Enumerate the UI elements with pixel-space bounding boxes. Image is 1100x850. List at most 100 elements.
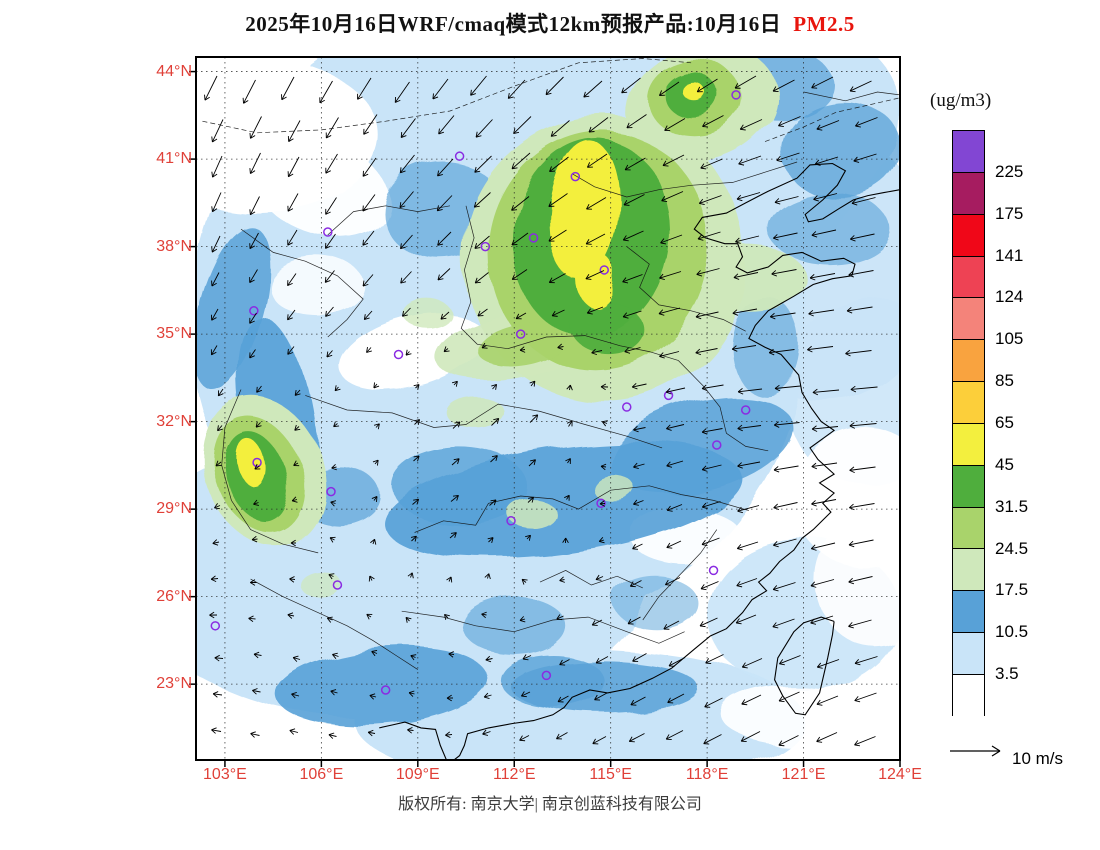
- wind-arrow: [491, 383, 498, 390]
- wind-arrow: [588, 117, 609, 133]
- province-border: [539, 570, 643, 589]
- wind-arrow: [408, 690, 415, 697]
- lat-tick-label: 38°N: [156, 237, 192, 255]
- wind-arrow: [559, 576, 565, 583]
- wind-arrow: [735, 614, 757, 625]
- wind-arrow: [519, 735, 530, 742]
- wind-arrow: [362, 230, 375, 246]
- pm25-contour-layer: [196, 57, 900, 760]
- wind-arrow: [437, 268, 451, 281]
- wind-arrow: [212, 691, 223, 698]
- wind-arrow: [813, 193, 838, 202]
- wind-arrow: [768, 348, 795, 356]
- wind-arrow: [600, 463, 607, 471]
- wind-arrow: [697, 231, 721, 241]
- wind-arrow: [410, 654, 417, 661]
- wind-arrow: [663, 620, 680, 630]
- lat-tick-label: 29°N: [156, 500, 192, 518]
- wind-arrow: [849, 422, 877, 429]
- wind-arrow: [845, 349, 872, 357]
- wind-arrow: [413, 384, 420, 390]
- wind-arrow: [810, 579, 835, 588]
- lat-tick-label: 26°N: [156, 587, 192, 605]
- wind-arrow: [289, 728, 299, 735]
- station-marker: [541, 670, 552, 681]
- wind-arrow: [399, 154, 415, 174]
- wind-arrow: [773, 465, 799, 473]
- wind-arrow: [438, 115, 455, 135]
- wind-arrow: [586, 197, 607, 210]
- wind-arrow: [287, 120, 301, 142]
- wind-arrow: [371, 650, 378, 657]
- wind-arrow: [394, 81, 410, 103]
- wind-arrow: [210, 575, 219, 583]
- wind-arrow: [623, 194, 645, 206]
- pm25-region: [392, 447, 528, 524]
- wind-arrow: [522, 654, 532, 661]
- wind-arrow: [371, 496, 378, 502]
- wind-arrow: [811, 425, 839, 432]
- wind-arrow: [704, 697, 723, 708]
- wind-arrow: [251, 535, 258, 543]
- wind-arrow: [482, 729, 491, 736]
- lat-tick-label: 32°N: [156, 412, 192, 430]
- wind-arrow: [703, 734, 722, 745]
- wind-arrow: [809, 273, 836, 281]
- wind-arrow: [658, 307, 681, 316]
- wind-arrow: [373, 382, 380, 389]
- wind-arrow: [701, 501, 721, 509]
- pm25-region: [269, 258, 367, 317]
- wind-arrow: [370, 538, 377, 545]
- wind-arrow: [773, 421, 800, 428]
- wind-arrow: [595, 574, 604, 581]
- wind-arrow: [489, 499, 497, 506]
- wind-arrow: [325, 153, 338, 174]
- province-border: [571, 161, 798, 198]
- wind-arrow: [700, 158, 723, 170]
- province-border: [401, 610, 685, 644]
- station-marker: [599, 265, 610, 275]
- wind-arrow: [737, 388, 763, 395]
- wind-arrow: [849, 466, 876, 474]
- wind-arrow: [816, 732, 838, 743]
- wind-arrow: [778, 735, 799, 747]
- wind-arrow: [290, 539, 297, 547]
- wind-arrow: [702, 115, 724, 128]
- pm25-region: [578, 253, 618, 310]
- wind-arrow: [254, 463, 261, 470]
- colorbar-segment: [953, 382, 984, 424]
- wind-arrow: [217, 425, 223, 432]
- wind-arrow: [255, 421, 262, 428]
- wind-arrow: [520, 691, 531, 698]
- wind-arrow: [557, 343, 564, 350]
- wind-arrow: [736, 192, 761, 202]
- station-marker: [708, 565, 719, 576]
- colorbar-unit-label: (ug/m3): [930, 90, 992, 111]
- wind-arrow: [250, 579, 257, 586]
- wind-arrow: [811, 462, 838, 470]
- wind-arrow: [773, 538, 797, 548]
- wind-arrow: [292, 655, 301, 662]
- wind-arrow: [287, 229, 298, 246]
- wind-arrow: [548, 229, 567, 242]
- wind-arrow: [507, 79, 526, 99]
- wind-arrow: [281, 76, 295, 101]
- pm25-region: [196, 225, 270, 390]
- wind-arrow: [211, 119, 224, 143]
- wind-arrow: [778, 116, 801, 128]
- wind-arrow: [444, 613, 450, 620]
- wind-arrow: [810, 542, 836, 551]
- wind-arrow: [848, 270, 874, 278]
- lat-tick-label: 44°N: [156, 62, 192, 80]
- wind-arrow: [211, 308, 219, 321]
- wind-arrow: [811, 229, 837, 238]
- wind-arrow: [545, 76, 564, 96]
- station-marker: [570, 171, 581, 182]
- wind-arrow: [701, 384, 724, 392]
- wind-arrow: [772, 79, 795, 93]
- wind-arrow: [776, 152, 800, 163]
- wind-arrow: [328, 573, 335, 580]
- wind-arrow: [249, 312, 257, 324]
- province-border: [327, 205, 451, 236]
- wind-arrow: [665, 730, 684, 740]
